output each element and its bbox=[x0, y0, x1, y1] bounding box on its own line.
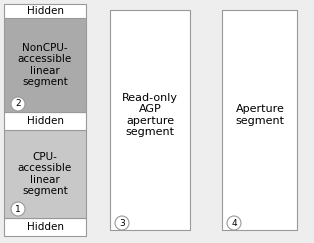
Bar bbox=[4, 4, 86, 18]
Text: 2: 2 bbox=[15, 99, 21, 109]
Circle shape bbox=[11, 202, 25, 216]
Bar bbox=[110, 10, 190, 230]
Bar bbox=[4, 130, 86, 218]
Text: NonCPU-
accessible
linear
segment: NonCPU- accessible linear segment bbox=[18, 43, 72, 87]
Text: Hidden: Hidden bbox=[26, 222, 63, 232]
Text: Hidden: Hidden bbox=[26, 116, 63, 126]
Text: Hidden: Hidden bbox=[26, 6, 63, 16]
Bar bbox=[4, 218, 86, 236]
Text: 3: 3 bbox=[119, 218, 125, 227]
Text: CPU-
accessible
linear
segment: CPU- accessible linear segment bbox=[18, 152, 72, 196]
Bar bbox=[222, 10, 297, 230]
Text: 4: 4 bbox=[231, 218, 237, 227]
Text: Read-only
AGP
aperture
segment: Read-only AGP aperture segment bbox=[122, 93, 178, 137]
Bar bbox=[4, 18, 86, 112]
Circle shape bbox=[115, 216, 129, 230]
Circle shape bbox=[11, 97, 25, 111]
Text: Aperture
segment: Aperture segment bbox=[236, 104, 284, 126]
Circle shape bbox=[227, 216, 241, 230]
Bar bbox=[4, 112, 86, 130]
Text: 1: 1 bbox=[15, 205, 21, 214]
